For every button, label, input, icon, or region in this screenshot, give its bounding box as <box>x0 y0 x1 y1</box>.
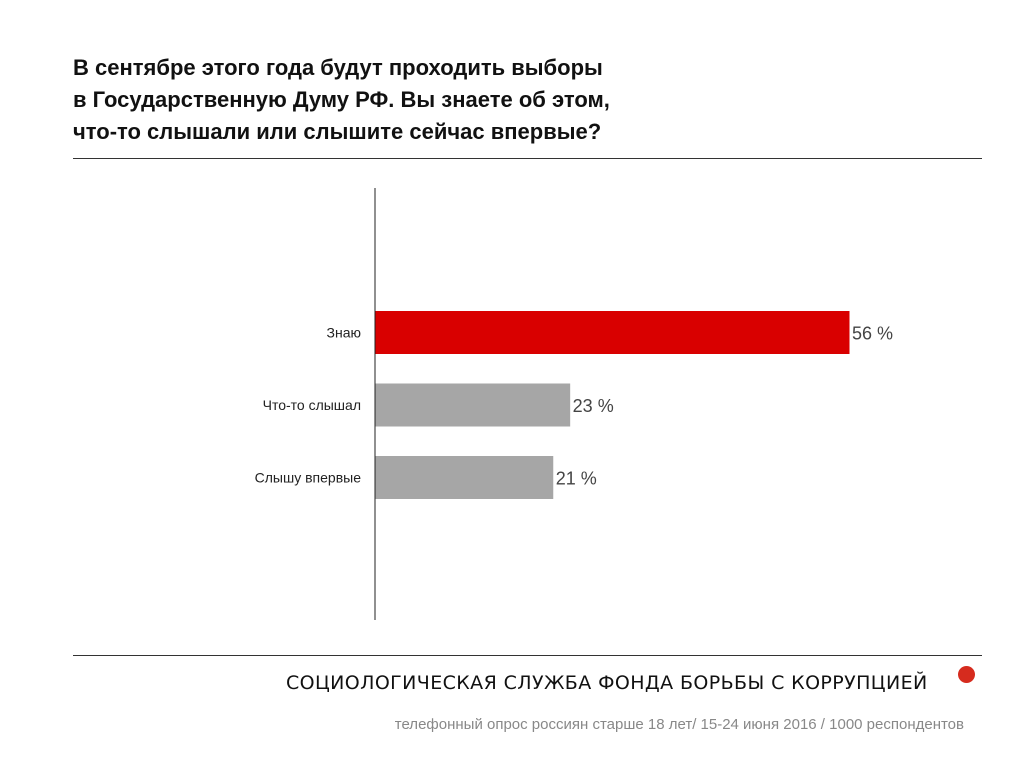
value-label-1: 56 % <box>852 324 893 344</box>
bar-2 <box>375 383 571 427</box>
title-line-2: в Государственную Думу РФ. Вы знаете об … <box>73 87 610 112</box>
category-label-2: Что-то слышал <box>263 397 361 413</box>
bar-3 <box>375 456 554 499</box>
brand-dot-icon <box>958 666 975 683</box>
bar-1 <box>375 311 850 354</box>
title-line-3: что-то слышали или слышите сейчас впервы… <box>73 119 602 144</box>
title-line-1: В сентябре этого года будут проходить вы… <box>73 55 603 80</box>
value-label-2: 23 % <box>573 396 614 416</box>
value-label-3: 21 % <box>556 469 597 489</box>
organization-name: СОЦИОЛОГИЧЕСКАЯ СЛУЖБА ФОНДА БОРЬБЫ С КО… <box>286 672 928 694</box>
survey-note: телефонный опрос россиян старше 18 лет/ … <box>394 716 964 733</box>
chart-title: В сентябре этого года будут проходить вы… <box>73 52 953 148</box>
category-label-1: Знаю <box>327 325 361 341</box>
bottom-divider <box>73 655 982 656</box>
category-label-3: Слышу впервые <box>255 470 362 486</box>
top-divider <box>73 158 982 159</box>
